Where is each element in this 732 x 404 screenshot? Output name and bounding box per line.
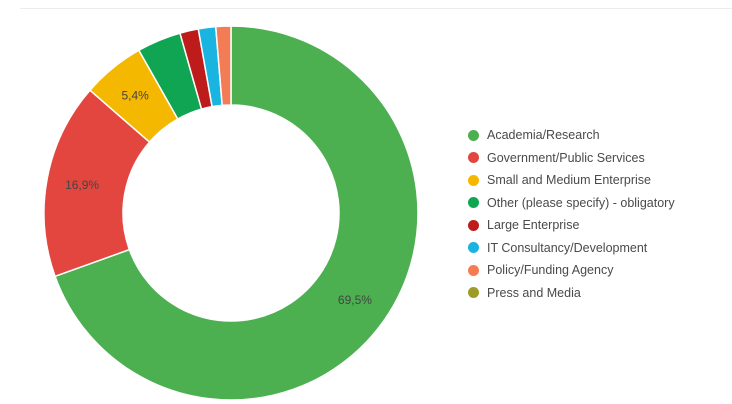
legend-item: Press and Media	[468, 282, 675, 305]
legend-swatch	[468, 129, 479, 141]
legend-label: Government/Public Services	[487, 150, 645, 165]
legend-swatch	[468, 219, 479, 231]
legend-label: Academia/Research	[487, 128, 600, 143]
legend-swatch	[468, 242, 479, 254]
legend-swatch	[468, 264, 479, 276]
legend-swatch	[468, 197, 479, 209]
slice-0	[54, 25, 419, 401]
legend-item: Academia/Research	[468, 124, 675, 147]
slice-label-0: 69,5%	[338, 293, 372, 307]
legend-item: Large Enterprise	[468, 214, 675, 237]
legend-item: Policy/Funding Agency	[468, 259, 675, 282]
legend-label: Large Enterprise	[487, 218, 580, 233]
legend-label: IT Consultancy/Development	[487, 240, 648, 255]
legend-item: Small and Medium Enterprise	[468, 169, 675, 192]
legend-label: Other (please specify) - obligatory	[487, 195, 675, 210]
legend-swatch	[468, 287, 479, 299]
slice-label-2: 5,4%	[121, 89, 149, 103]
legend-item: Other (please specify) - obligatory	[468, 192, 675, 215]
legend-swatch	[468, 152, 479, 164]
legend-label: Policy/Funding Agency	[487, 263, 614, 278]
legend-swatch	[468, 174, 479, 186]
legend-item: Government/Public Services	[468, 147, 675, 170]
legend-label: Press and Media	[487, 285, 581, 300]
slice-label-1: 16,9%	[65, 178, 99, 192]
top-divider	[20, 8, 732, 9]
legend-item: IT Consultancy/Development	[468, 237, 675, 260]
slice-6	[214, 25, 232, 107]
legend-label: Small and Medium Enterprise	[487, 173, 651, 188]
chart-legend: Academia/Research Government/Public Servi…	[468, 124, 675, 304]
donut-chart: 69,5% 16,9% 5,4%	[43, 25, 419, 401]
